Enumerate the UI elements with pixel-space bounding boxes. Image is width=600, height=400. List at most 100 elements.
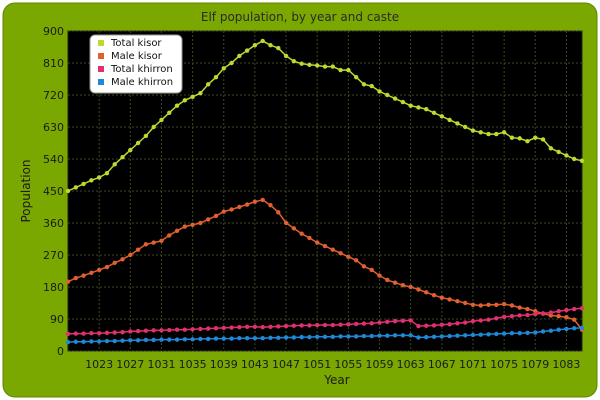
data-point [89,270,94,275]
data-point [564,326,569,332]
data-point [400,333,406,338]
legend-swatch [98,66,104,72]
data-point [361,82,367,87]
data-point [470,332,476,338]
data-point [548,310,554,315]
data-point [439,114,445,119]
data-point [322,243,328,249]
data-point [244,202,250,207]
y-tick-label: 450 [43,185,64,198]
data-point [346,254,351,259]
data-point [143,337,149,343]
series-3 [65,325,585,345]
data-point [447,117,452,123]
data-point [213,213,219,219]
data-point [89,331,94,336]
data-point [205,336,211,342]
data-point [501,331,507,336]
data-point [416,105,421,110]
data-point [307,323,312,328]
data-point [112,330,117,335]
data-point [447,322,452,327]
data-point [501,130,507,135]
data-point [369,333,374,339]
data-point [330,322,335,328]
data-point [353,258,359,263]
data-point [96,175,102,180]
data-point [252,324,258,330]
data-point [221,336,226,341]
y-tick-label: 540 [43,153,64,166]
data-point [120,155,125,160]
data-point [322,64,328,69]
data-point [65,331,71,337]
data-point [221,325,226,331]
data-point [540,311,546,316]
data-point [322,334,328,339]
data-point [377,333,382,338]
data-point [151,328,156,333]
data-point [408,103,413,108]
data-point [291,323,297,328]
y-tick-label: 630 [43,121,64,134]
x-tick-label: 1047 [272,358,300,371]
data-point [385,277,390,283]
data-point [494,302,499,307]
x-tick-label: 1023 [85,358,113,371]
data-point [237,336,242,341]
data-point [174,228,180,234]
data-point [377,320,382,325]
data-point [494,316,499,321]
data-point [182,224,188,229]
y-axis-title: Population [19,159,33,222]
y-tick-label: 90 [50,313,64,326]
data-point [198,336,203,342]
data-point [135,247,141,252]
data-point [416,335,421,340]
data-point [260,197,265,203]
x-tick-label: 1063 [397,358,425,371]
data-point [572,317,577,322]
data-point [564,315,569,320]
data-point [276,45,281,51]
data-point [159,117,164,123]
data-point [260,336,265,341]
data-point [361,321,367,326]
data-point [81,339,86,344]
data-point [572,306,577,312]
y-tick-label: 0 [57,345,64,358]
data-point [252,43,258,48]
grid-lines [68,30,582,352]
data-point [198,326,203,332]
data-point [174,337,180,342]
data-point [322,322,328,328]
data-point [229,207,234,212]
data-point [283,53,289,59]
data-point [182,98,188,103]
data-point [517,331,522,336]
data-point [556,149,561,155]
data-point [182,327,188,332]
data-point [268,203,273,208]
data-point [447,333,452,339]
data-point [346,67,351,73]
data-point [509,331,515,336]
data-point [73,339,78,344]
data-point [579,306,585,311]
x-tick-label: 1027 [116,358,144,371]
data-point [167,110,172,115]
data-point [190,337,195,342]
data-point [213,336,219,341]
legend: Total kisor Male kisor Total khirron Male k… [89,34,183,94]
data-point [346,334,351,339]
data-point [392,280,398,285]
data-point [65,339,71,345]
data-point [260,324,265,330]
data-point [494,331,499,337]
data-point [556,313,561,319]
data-point [167,233,172,238]
data-point [525,139,530,144]
data-point [525,306,530,312]
data-point [73,275,78,281]
data-point [198,220,203,226]
